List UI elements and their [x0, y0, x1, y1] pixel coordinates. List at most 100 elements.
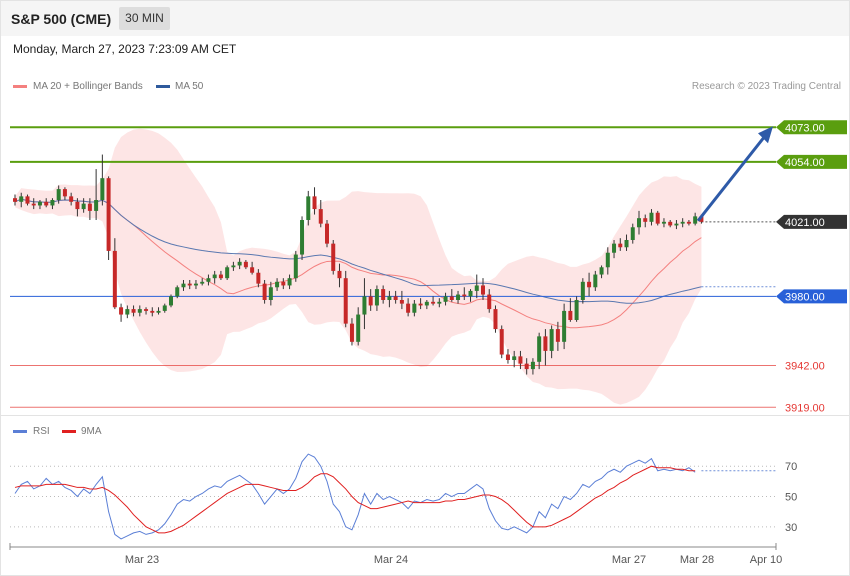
candle-body: [443, 296, 448, 302]
timeframe-badge[interactable]: 30 MIN: [119, 7, 170, 30]
candle-body: [162, 305, 167, 311]
candle-body: [418, 303, 423, 306]
candle-body: [131, 309, 136, 313]
candle-body: [356, 314, 361, 342]
candle-body: [393, 296, 398, 300]
candle-body: [62, 189, 67, 197]
candle-body: [649, 212, 654, 222]
timestamp: Monday, March 27, 2023 7:23:09 AM CET: [13, 42, 237, 56]
candle-body: [300, 220, 305, 255]
candle-body: [661, 221, 666, 224]
candle-body: [362, 296, 367, 315]
candle-body: [206, 278, 211, 282]
candle-body: [337, 270, 342, 279]
x-tick-label: Apr 10: [750, 554, 782, 566]
candle-body: [144, 309, 149, 311]
candle-body: [699, 216, 704, 222]
candle-body: [474, 285, 479, 291]
candle-body: [555, 329, 560, 342]
candle-body: [268, 287, 273, 300]
panel-divider: [0, 415, 850, 416]
resistance-tag: [776, 120, 847, 135]
candle-body: [381, 289, 386, 300]
x-tick-label: Mar 27: [612, 554, 646, 566]
candle-body: [368, 296, 373, 306]
legend-label-ma20: MA 20 + Bollinger Bands: [33, 81, 143, 92]
legend-swatch-ma20: [13, 85, 27, 88]
candle-body: [275, 281, 280, 288]
candle-body: [562, 310, 567, 342]
candle-body: [499, 329, 504, 355]
candle-body: [112, 250, 117, 308]
candle-body: [437, 301, 442, 304]
candle-body: [387, 296, 392, 300]
candle-body: [243, 261, 248, 268]
resistance-tag: [776, 154, 847, 169]
legend-label-rsi: RSI: [33, 426, 50, 437]
candle-body: [81, 203, 86, 210]
candle-body: [481, 285, 485, 295]
candle-body: [187, 283, 192, 286]
candle-body: [630, 227, 635, 240]
forecast-arrow-head: [758, 126, 773, 144]
candle-body: [175, 287, 180, 297]
candle-body: [524, 363, 529, 370]
support-label: 3919.00: [785, 402, 825, 414]
candle-body: [262, 283, 267, 300]
candle-body: [19, 196, 24, 202]
candle-body: [237, 261, 242, 266]
candle-body: [169, 296, 173, 306]
copyright-text: Research © 2023 Trading Central: [691, 81, 841, 92]
candle-body: [487, 294, 492, 310]
candle-body: [325, 223, 329, 244]
candle-body: [655, 212, 660, 224]
candle-body: [256, 272, 261, 284]
candle-body: [306, 196, 311, 220]
candle-body: [25, 196, 30, 204]
candle-body: [100, 178, 105, 200]
rsi-line: [14, 453, 696, 540]
x-tick-label: Mar 28: [680, 554, 714, 566]
candles-group: [13, 154, 704, 375]
resistance-label: 4073.00: [785, 122, 825, 134]
legend-label-9ma: 9MA: [81, 426, 102, 437]
candle-body: [637, 218, 641, 228]
candle-body: [680, 221, 685, 224]
candle-body: [412, 303, 417, 313]
support-label: 3942.00: [785, 360, 825, 372]
candle-body: [50, 200, 55, 206]
candle-body: [125, 309, 130, 315]
candle-body: [424, 301, 429, 306]
legend-swatch-9ma: [62, 430, 76, 433]
candle-body: [318, 209, 323, 224]
candle-body: [686, 221, 691, 224]
candle-body: [537, 336, 542, 362]
candle-body: [543, 336, 548, 351]
candle-body: [574, 300, 579, 320]
rsi-9ma-line: [14, 465, 696, 534]
candle-body: [449, 296, 454, 300]
rsi-tick-label: 30: [785, 522, 797, 534]
candle-body: [399, 300, 404, 304]
candle-body: [343, 278, 348, 324]
candle-body: [231, 265, 236, 268]
candle-body: [505, 354, 510, 360]
x-tick-label: Mar 23: [125, 554, 159, 566]
candle-body: [119, 307, 124, 315]
candle-body: [212, 274, 217, 279]
x-tick-label: Mar 24: [374, 554, 408, 566]
candle-body: [593, 274, 598, 288]
candle-body: [312, 196, 317, 210]
candle-body: [287, 278, 292, 286]
candle-body: [200, 281, 205, 284]
candle-body: [618, 243, 623, 248]
candle-body: [293, 254, 298, 279]
candle-body: [668, 221, 673, 226]
candle-body: [599, 267, 604, 275]
candle-body: [13, 198, 17, 202]
candle-body: [456, 294, 461, 300]
candle-body: [218, 274, 223, 279]
candle-body: [349, 323, 354, 342]
pivot-tag: [776, 289, 847, 304]
candle-body: [549, 329, 554, 351]
